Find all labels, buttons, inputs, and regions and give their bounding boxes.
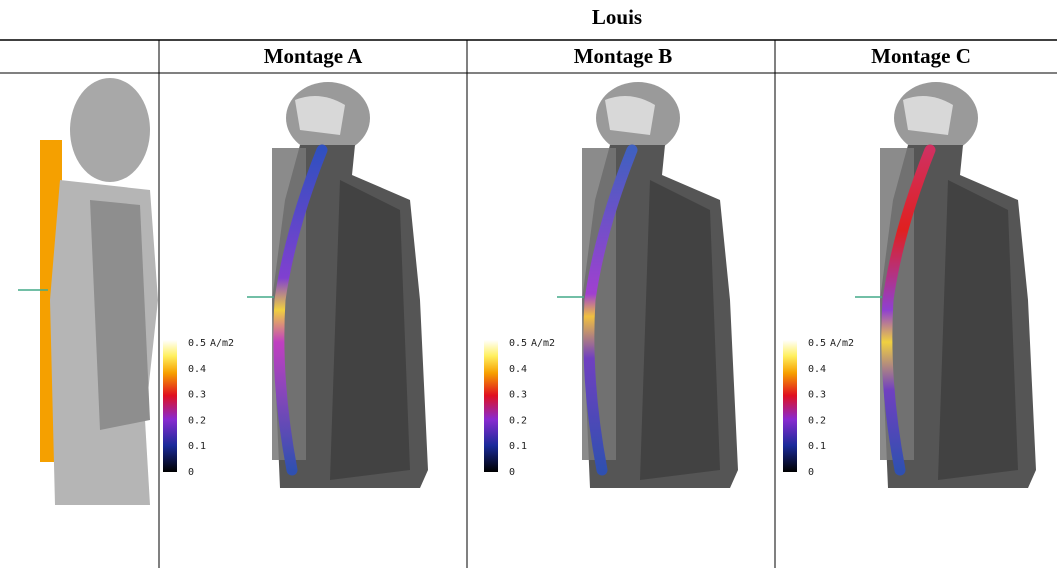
figure-title: Louis — [592, 5, 642, 29]
colorbar — [163, 340, 177, 472]
colorbar-tick: 0.5 — [188, 338, 206, 349]
colorbar — [783, 340, 797, 472]
model-image — [18, 78, 158, 505]
colorbar-tick: 0.2 — [188, 415, 206, 426]
colorbar-unit: A/m2 — [830, 338, 854, 349]
colorbar-tick: 0.3 — [808, 390, 826, 401]
colorbar-tick: 0.1 — [509, 441, 527, 452]
colorbar-tick: 0 — [808, 467, 814, 478]
model-image — [247, 82, 428, 488]
colorbar-tick: 0.4 — [188, 364, 206, 375]
colorbar-tick: 0.3 — [188, 390, 206, 401]
colorbar-tick: 0.4 — [808, 364, 826, 375]
colorbar-tick: 0.1 — [808, 441, 826, 452]
colorbar-tick: 0.4 — [509, 364, 527, 375]
figure-table: Louis Montage A 0.5 0.4 0.3 0.2 0.1 0 A/m2 Monta… — [0, 0, 1057, 568]
colorbar-tick: 0.3 — [509, 390, 527, 401]
colorbar-tick: 0.5 — [509, 338, 527, 349]
colorbar-tick: 0 — [188, 467, 194, 478]
colorbar-unit: A/m2 — [531, 338, 555, 349]
colorbar-tick: 0 — [509, 467, 515, 478]
model-image — [557, 82, 738, 488]
colorbar-tick: 0.2 — [808, 415, 826, 426]
model-image — [855, 82, 1036, 488]
colorbar-unit: A/m2 — [210, 338, 234, 349]
column-title: Montage B — [574, 44, 673, 68]
column-title: Montage A — [264, 44, 363, 68]
colorbar — [484, 340, 498, 472]
column-title: Montage C — [871, 44, 971, 68]
colorbar-tick: 0.2 — [509, 415, 527, 426]
figure: Louis Montage A 0.5 0.4 0.3 0.2 0.1 0 A/m2 Monta… — [0, 0, 1057, 568]
colorbar-tick: 0.5 — [808, 338, 826, 349]
colorbar-tick: 0.1 — [188, 441, 206, 452]
